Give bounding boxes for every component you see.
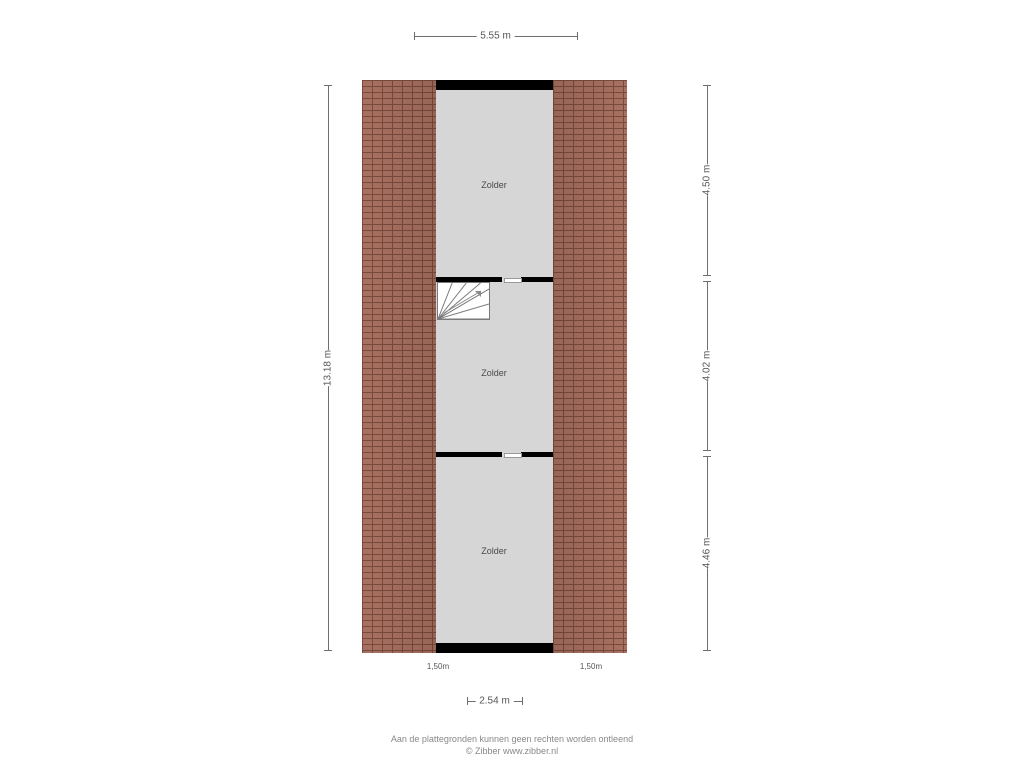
wall-top bbox=[436, 80, 553, 90]
dim-left-label: 13.18 m bbox=[319, 349, 338, 385]
room-label-zolder-3: Zolder bbox=[464, 546, 524, 556]
door-2 bbox=[504, 453, 522, 458]
dim-left-tick-t bbox=[324, 85, 332, 86]
party-wall-1-right bbox=[521, 277, 553, 282]
dim-top-tick-l bbox=[414, 32, 415, 40]
dim-left-tick-b bbox=[324, 650, 332, 651]
dim-bottom-tick-l bbox=[467, 697, 468, 705]
dim-top-label: 5.55 m bbox=[476, 31, 515, 42]
room-label-zolder-2: Zolder bbox=[464, 368, 524, 378]
footer-line-2: © Zibber www.zibber.nl bbox=[0, 746, 1024, 758]
footer: Aan de plattegronden kunnen geen rechten… bbox=[0, 734, 1024, 757]
roof-left bbox=[362, 80, 436, 653]
roof-right bbox=[553, 80, 627, 653]
dim-bottom-label: 2.54 m bbox=[475, 696, 514, 707]
stairs bbox=[437, 282, 490, 320]
floor-plan: Zolder Zolder Zolder bbox=[362, 80, 627, 653]
dim-right-1-tick-t bbox=[703, 85, 711, 86]
dim-right-2-tick-t bbox=[703, 281, 711, 282]
dim-right-2-label: 4.02 m bbox=[698, 350, 717, 381]
stage: Zolder Zolder Zolder 5.55 m 2.54 m 13.18… bbox=[0, 0, 1024, 768]
party-wall-2-right bbox=[521, 452, 553, 457]
dim-right-3-label: 4.46 m bbox=[698, 538, 717, 569]
interior bbox=[436, 80, 553, 653]
roof-width-right-label: 1,50m bbox=[580, 662, 602, 671]
room-label-zolder-1: Zolder bbox=[464, 180, 524, 190]
dim-right-3-tick-b bbox=[703, 650, 711, 651]
dim-top-tick-r bbox=[577, 32, 578, 40]
wall-bottom bbox=[436, 643, 553, 653]
dim-right-3-tick-t bbox=[703, 456, 711, 457]
roof-width-left-label: 1,50m bbox=[427, 662, 449, 671]
dim-right-1-tick-b bbox=[703, 275, 711, 276]
party-wall-2-left bbox=[436, 452, 502, 457]
dim-right-2-tick-b bbox=[703, 450, 711, 451]
door-1 bbox=[504, 278, 522, 283]
stairs-icon bbox=[438, 283, 489, 319]
dim-bottom-tick-r bbox=[522, 697, 523, 705]
dim-right-1-label: 4.50 m bbox=[698, 165, 717, 196]
footer-line-1: Aan de plattegronden kunnen geen rechten… bbox=[0, 734, 1024, 746]
